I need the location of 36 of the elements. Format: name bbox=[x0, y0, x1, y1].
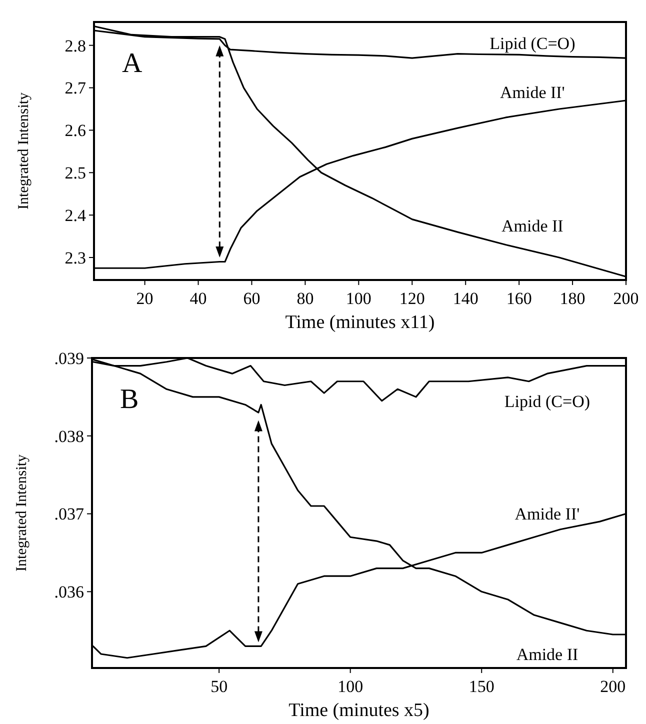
annotation: B bbox=[120, 384, 139, 415]
x-tick-label: 40 bbox=[190, 289, 207, 308]
x-tick-label: 160 bbox=[506, 289, 532, 308]
y-tick-label: .037 bbox=[54, 504, 84, 524]
y-tick-label: .038 bbox=[54, 426, 84, 446]
y-tick-label: 2.8 bbox=[64, 36, 86, 56]
x-tick-label: 20 bbox=[136, 289, 154, 308]
x-tick-label: 100 bbox=[346, 289, 372, 308]
y-tick-label: 2.4 bbox=[64, 206, 86, 226]
series-label: Amide II' bbox=[500, 82, 565, 102]
y-tick-label: 2.7 bbox=[64, 78, 86, 98]
x-axis-title: Time (minutes x5) bbox=[288, 700, 430, 721]
series-label: Amide II bbox=[516, 644, 578, 664]
x-tick-label: 120 bbox=[399, 289, 425, 308]
y-tick-label: 2.3 bbox=[64, 248, 86, 268]
y-axis-title: Integrated Intensity bbox=[14, 454, 30, 572]
y-tick-label: 2.6 bbox=[64, 121, 86, 140]
series-label: Amide II bbox=[502, 216, 564, 236]
y-tick-label: 2.5 bbox=[64, 164, 86, 183]
x-tick-label: 180 bbox=[560, 289, 586, 308]
x-tick-label: 50 bbox=[210, 677, 228, 696]
x-tick-label: 100 bbox=[338, 677, 364, 696]
y-tick-label: .039 bbox=[54, 348, 84, 368]
series-label: Amide II' bbox=[514, 504, 580, 524]
x-tick-label: 60 bbox=[243, 289, 260, 308]
y-axis-title: Integrated Intensity bbox=[16, 92, 32, 210]
series-label: Lipid (C=O) bbox=[504, 392, 590, 411]
series-label: Lipid (C=O) bbox=[490, 34, 576, 54]
x-tick-label: 140 bbox=[452, 289, 478, 308]
x-tick-label: 150 bbox=[468, 677, 494, 696]
x-tick-label: 200 bbox=[613, 289, 639, 308]
annotation: A bbox=[122, 48, 143, 79]
x-tick-label: 200 bbox=[600, 677, 626, 696]
y-tick-label: .036 bbox=[54, 582, 84, 602]
x-axis-title: Time (minutes x11) bbox=[285, 312, 435, 333]
x-tick-label: 80 bbox=[296, 289, 314, 308]
